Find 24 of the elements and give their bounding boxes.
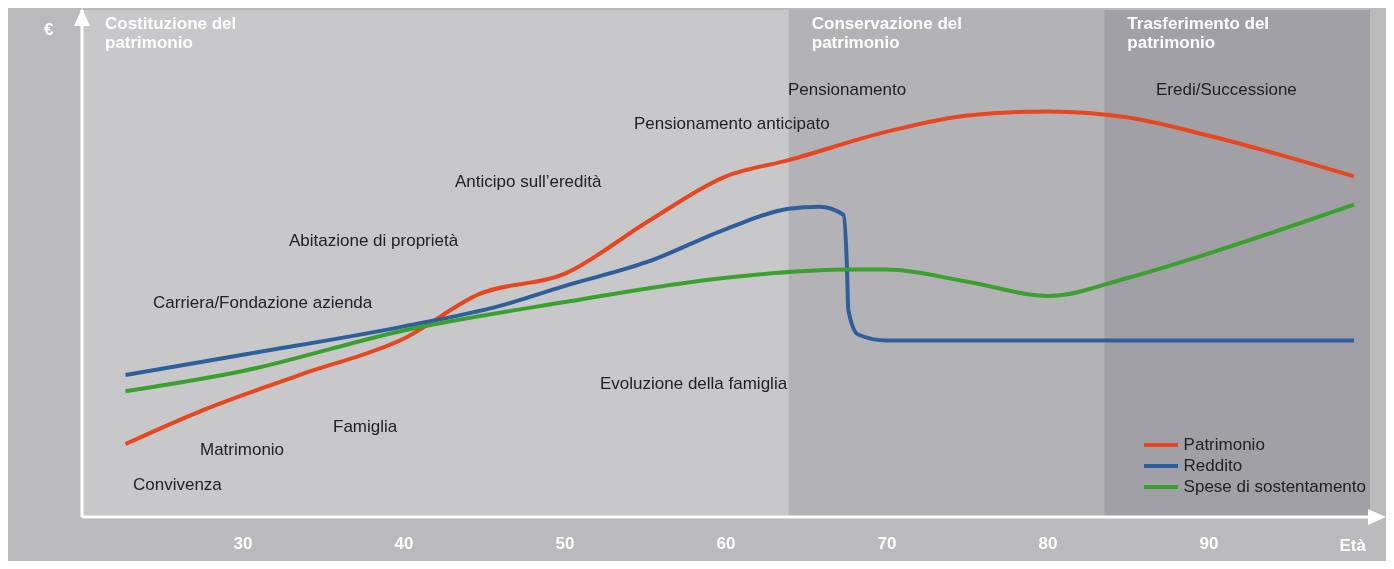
band-label: Trasferimento del patrimonio xyxy=(1127,14,1270,52)
text: Pensionamento xyxy=(788,80,907,100)
x-tick-label: 60 xyxy=(716,534,736,554)
annotation: Anticipo sull’eredità xyxy=(455,172,602,192)
annotation: Convivenza xyxy=(133,475,222,495)
text: Eredi/Successione xyxy=(1156,80,1297,100)
x-tick-label: 90 xyxy=(1199,534,1219,554)
x-tick-label: 50 xyxy=(555,534,575,554)
x-axis-title: Età xyxy=(1339,536,1367,555)
y-axis-title: € xyxy=(44,20,54,40)
x-tick-label: 70 xyxy=(877,534,897,554)
legend-label: Reddito xyxy=(1183,455,1243,476)
legend-label: Spese di sostentamento xyxy=(1183,476,1366,497)
x-tick-label: 30 xyxy=(233,534,253,554)
band-label: Conservazione del patrimonio xyxy=(811,14,963,52)
legend-label: Patrimonio xyxy=(1183,434,1265,455)
annotation: Abitazione di proprietà xyxy=(289,231,459,251)
annotation: Pensionamento anticipato xyxy=(634,114,830,134)
x-tick-label: 40 xyxy=(394,534,414,554)
annotation: Matrimonio xyxy=(200,440,285,460)
annotation: Evoluzione della famiglia xyxy=(600,374,788,394)
x-tick-label: 80 xyxy=(1038,534,1058,554)
annotation: Famiglia xyxy=(333,417,398,437)
annotation: Carriera/Fondazione azienda xyxy=(153,293,373,313)
